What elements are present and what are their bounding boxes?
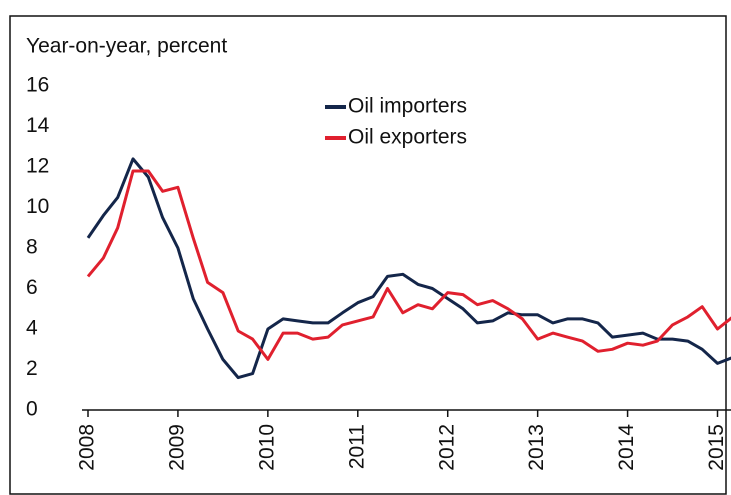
- x-tick-label: 2015: [705, 424, 728, 471]
- y-tick-label: 8: [26, 236, 38, 259]
- y-tick-label: 6: [26, 276, 38, 299]
- y-tick-label: 16: [26, 74, 49, 97]
- x-tick-label: 2009: [165, 424, 188, 471]
- x-tick-label: 2010: [255, 424, 278, 471]
- legend-label: Oil importers: [348, 95, 467, 118]
- y-tick-label: 12: [26, 155, 49, 178]
- x-tick-label: 2012: [435, 424, 458, 471]
- x-tick-label: 2014: [615, 424, 638, 471]
- y-tick-label: 0: [26, 398, 38, 421]
- y-tick-label: 10: [26, 195, 49, 218]
- y-axis-label: Year-on-year, percent: [26, 35, 227, 58]
- frame: [9, 15, 727, 495]
- line-series: [86, 169, 731, 361]
- line-series: [86, 157, 731, 380]
- legend-label: Oil exporters: [348, 126, 467, 149]
- x-tick-label: 2013: [525, 424, 548, 471]
- x-tick-label: 2011: [345, 424, 368, 469]
- y-tick-label: 2: [26, 357, 38, 380]
- y-tick-label: 4: [26, 317, 38, 340]
- x-tick-label: 2008: [76, 424, 99, 471]
- y-tick-label: 14: [26, 114, 50, 137]
